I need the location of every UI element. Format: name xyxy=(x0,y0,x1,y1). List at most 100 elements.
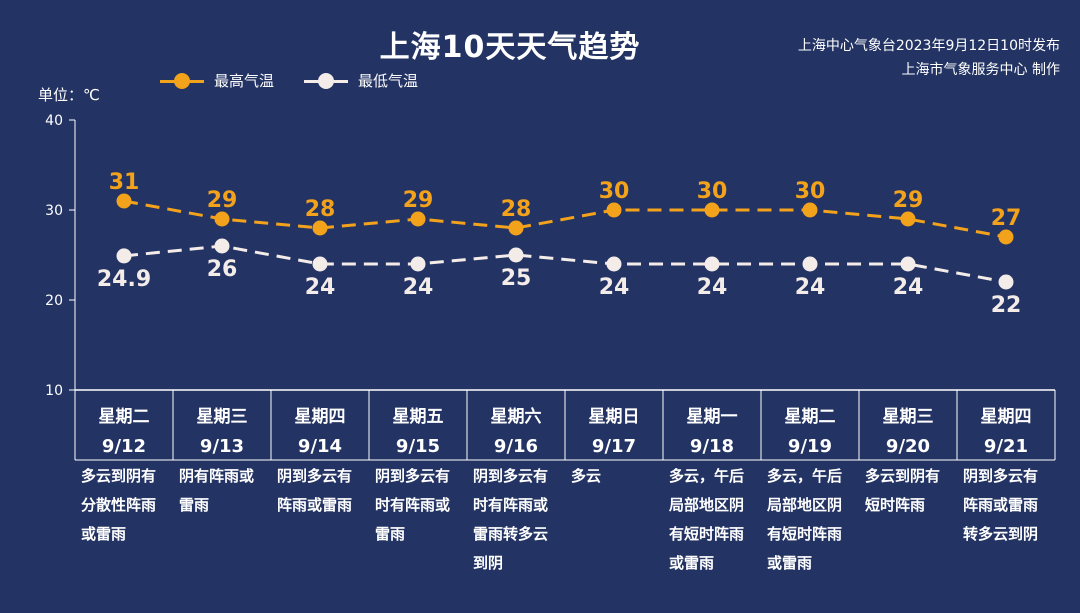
weather-description: 阴到多云有 时有阵雨或 雷雨转多云 到阴 xyxy=(473,462,565,578)
issuer-line-1: 上海中心气象台2023年9月12日10时发布 xyxy=(797,38,1060,54)
data-point-low xyxy=(312,256,328,272)
date-label: 9/18 xyxy=(690,436,734,457)
legend-swatch-low xyxy=(304,71,349,91)
legend-swatch-high xyxy=(160,71,204,91)
legend-label-low: 最低气温 xyxy=(358,72,419,90)
issuer-info: 上海中心气象台2023年9月12日10时发布 上海市气象服务中心 制作 xyxy=(798,34,1060,82)
weekday-label: 星期三 xyxy=(197,407,248,427)
weather-description-line: 多云到阴有 xyxy=(865,467,941,485)
weather-description-line: 阴到多云有 xyxy=(277,467,353,485)
data-point-high xyxy=(116,193,132,209)
weather-description-line: 多云，午后 xyxy=(767,467,843,485)
data-label-high: 27 xyxy=(991,206,1022,231)
weather-description-line: 短时阵雨 xyxy=(865,496,926,514)
weather-description-line: 多云，午后 xyxy=(669,467,745,485)
weather-description-line: 时有阵雨或 xyxy=(375,496,451,514)
weather-description-line: 阵雨或雷雨 xyxy=(963,496,1039,514)
data-label-low: 24 xyxy=(697,275,728,300)
weather-description-line: 局部地区阴 xyxy=(669,496,745,514)
series-line-low xyxy=(123,244,1007,284)
weather-description: 阴到多云有 时有阵雨或 雷雨 xyxy=(375,462,467,549)
data-label-high: 29 xyxy=(893,188,924,213)
data-point-high xyxy=(508,220,524,236)
data-label-low: 22 xyxy=(991,293,1022,318)
weather-description: 阴到多云有阵雨或雷雨 xyxy=(277,462,369,520)
data-label-high: 29 xyxy=(207,188,238,213)
weather-description: 多云，午后局部地区阴有短时阵雨或雷雨 xyxy=(669,462,761,578)
date-label: 9/19 xyxy=(788,436,832,457)
weekday-label: 星期二 xyxy=(785,407,836,427)
weather-description-line: 时有阵雨或 xyxy=(473,496,549,514)
data-point-low xyxy=(704,256,720,272)
y-tick-label: 10 xyxy=(45,383,63,399)
legend-label-high: 最高气温 xyxy=(214,72,275,90)
data-label-low: 24 xyxy=(599,275,630,300)
weather-description-line: 阴有阵雨或 xyxy=(179,467,255,485)
weather-description: 多云，午后局部地区阴有短时阵雨或雷雨 xyxy=(767,462,859,578)
y-tick-label: 20 xyxy=(45,293,63,309)
data-point-high xyxy=(900,211,916,227)
issuer-line-2: 上海市气象服务中心 制作 xyxy=(901,62,1060,78)
data-label-low: 24.9 xyxy=(97,267,151,292)
weekday-label: 星期六 xyxy=(491,406,542,427)
weather-description: 阴到多云有 阵雨或雷雨 转多云到阴 xyxy=(963,462,1055,549)
y-axis-unit-label: 单位：℃ xyxy=(38,86,100,104)
data-point-high xyxy=(802,202,818,218)
legend-item-low: 最低气温 xyxy=(304,70,418,91)
date-label: 9/15 xyxy=(396,436,440,457)
weather-description-line: 阴到多云有 xyxy=(963,467,1039,485)
weather-description-line: 或雷雨 xyxy=(767,554,813,572)
data-point-high xyxy=(704,202,720,218)
data-point-high xyxy=(214,211,230,227)
data-label-high: 31 xyxy=(109,170,140,195)
weather-description-line: 雷雨转多云 xyxy=(473,525,549,543)
data-label-high: 28 xyxy=(501,197,532,222)
weather-description-line: 多云到阴有 xyxy=(81,467,157,485)
weekday-label: 星期三 xyxy=(883,407,934,427)
weekday-label: 星期四 xyxy=(981,407,1032,427)
data-point-high xyxy=(312,220,328,236)
date-label: 9/20 xyxy=(886,436,930,457)
date-label: 9/16 xyxy=(494,436,538,457)
data-label-high: 30 xyxy=(599,179,630,204)
y-tick-label: 30 xyxy=(45,203,63,219)
data-label-low: 24 xyxy=(795,275,826,300)
weather-description-line: 局部地区阴 xyxy=(767,496,843,514)
date-label: 9/14 xyxy=(298,436,342,457)
data-point-high xyxy=(410,211,426,227)
weather-description-line: 阴到多云有 xyxy=(473,467,549,485)
data-label-low: 26 xyxy=(207,257,238,282)
weather-description: 多云到阴有 短时阵雨 xyxy=(865,462,957,520)
data-point-low xyxy=(998,274,1014,290)
data-label-low: 25 xyxy=(501,266,532,291)
weather-description-line: 阵雨或雷雨 xyxy=(277,496,353,514)
data-point-low xyxy=(900,256,916,272)
weather-description-line: 有短时阵雨 xyxy=(669,525,745,543)
weekday-label: 星期二 xyxy=(99,407,150,427)
chart-title: 上海10天天气趋势 xyxy=(379,30,641,65)
data-label-low: 24 xyxy=(403,275,434,300)
weather-description: 多云 xyxy=(571,462,663,491)
weekday-label: 星期四 xyxy=(295,407,346,427)
weather-description-line: 有短时阵雨 xyxy=(767,525,843,543)
date-label: 9/13 xyxy=(200,436,244,457)
data-point-low xyxy=(410,256,426,272)
legend: 最高气温 最低气温 xyxy=(160,70,418,91)
data-point-low xyxy=(606,256,622,272)
weather-description-line: 分散性阵雨 xyxy=(81,496,157,514)
data-point-low xyxy=(508,247,524,263)
data-point-low xyxy=(802,256,818,272)
weekday-label: 星期日 xyxy=(589,407,640,427)
data-point-high xyxy=(998,229,1014,245)
data-label-low: 24 xyxy=(893,275,924,300)
weather-description-line: 或雷雨 xyxy=(669,554,715,572)
weather-description-line: 雷雨 xyxy=(375,525,406,543)
data-point-low xyxy=(116,248,132,264)
weekday-label: 星期五 xyxy=(393,407,444,427)
y-tick-label: 40 xyxy=(45,113,63,129)
date-label: 9/12 xyxy=(102,436,146,457)
weather-description: 阴有阵雨或 雷雨 xyxy=(179,462,271,520)
weather-description-line: 多云 xyxy=(571,467,602,485)
weather-description-line: 雷雨 xyxy=(179,496,210,514)
date-label: 9/21 xyxy=(984,436,1028,457)
